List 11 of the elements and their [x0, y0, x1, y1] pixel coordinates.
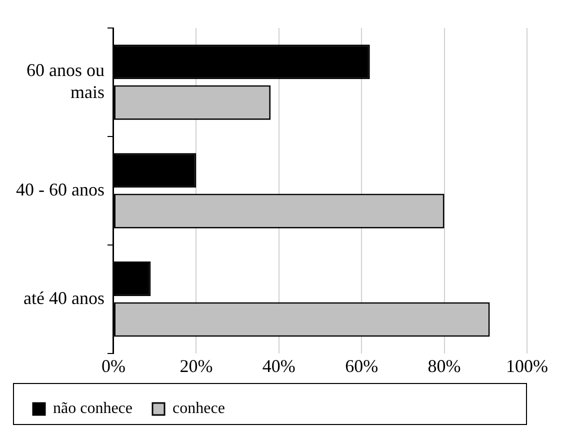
y-tick-label: até 40 anos — [24, 288, 104, 308]
x-tick-label: 100% — [506, 356, 548, 376]
x-tick-label: 20% — [180, 356, 213, 376]
x-tick-label: 80% — [428, 356, 461, 376]
x-tick-label: 0% — [101, 356, 126, 376]
legend-label: não conhece — [53, 400, 133, 418]
x-tick-label: 40% — [262, 356, 296, 376]
x-tick-label: 60% — [345, 356, 378, 376]
y-tick-label: 40 - 60 anos — [16, 179, 104, 200]
legend-label: conhece — [172, 400, 225, 418]
y-tick-label: 60 anos ou mais — [26, 60, 104, 102]
